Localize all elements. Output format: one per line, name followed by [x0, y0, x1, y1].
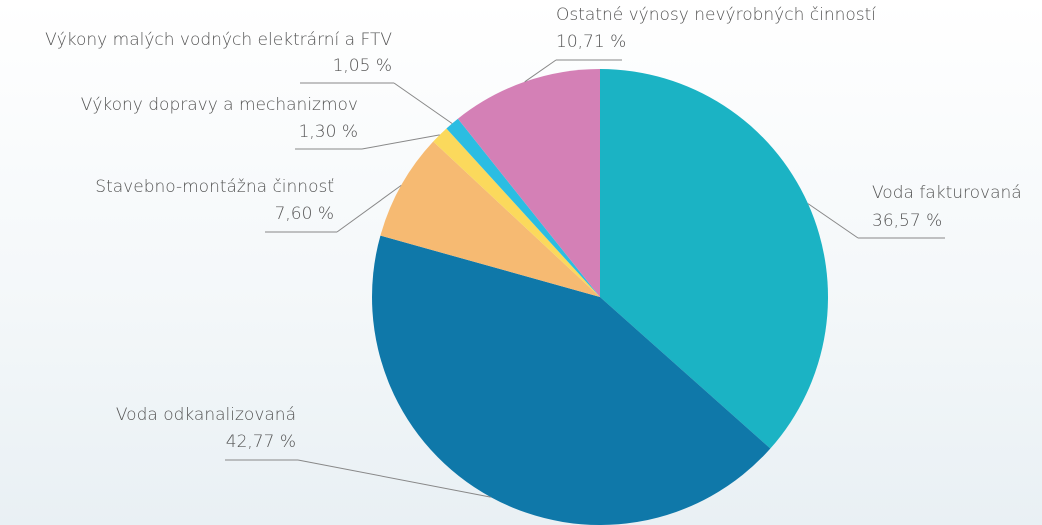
slice-value-label: 36,57 %	[872, 211, 942, 231]
leader-line	[807, 203, 859, 239]
pie-slice	[380, 141, 600, 297]
slice-value-label: 1,30 %	[299, 122, 358, 142]
leader-line	[297, 459, 491, 498]
leader-line	[361, 134, 440, 150]
slice-label: Stavebno-montážna činnosť	[95, 177, 334, 197]
slice-value-label: 1,05 %	[333, 56, 392, 76]
pie-slice	[600, 69, 828, 449]
slice-value-label: 7,60 %	[275, 204, 334, 224]
leader-line	[393, 82, 453, 124]
leader-line	[336, 185, 402, 233]
pie-slice	[457, 69, 600, 297]
slice-label: Výkony dopravy a mechanizmov	[81, 95, 358, 115]
slice-value-label: 10,71 %	[556, 32, 626, 52]
slice-label: Výkony malých vodných elektrární a FTV	[45, 30, 392, 50]
slice-label: Ostatné výnosy nevýrobných činností	[556, 5, 876, 25]
slice-label: Voda odkanalizovaná	[116, 405, 296, 425]
slice-label: Voda fakturovaná	[872, 183, 1022, 203]
leader-line	[524, 59, 557, 83]
slice-value-label: 42,77 %	[226, 432, 296, 452]
pie-slice	[372, 235, 771, 525]
pie-slice	[433, 128, 600, 297]
pie-slice	[446, 118, 600, 297]
